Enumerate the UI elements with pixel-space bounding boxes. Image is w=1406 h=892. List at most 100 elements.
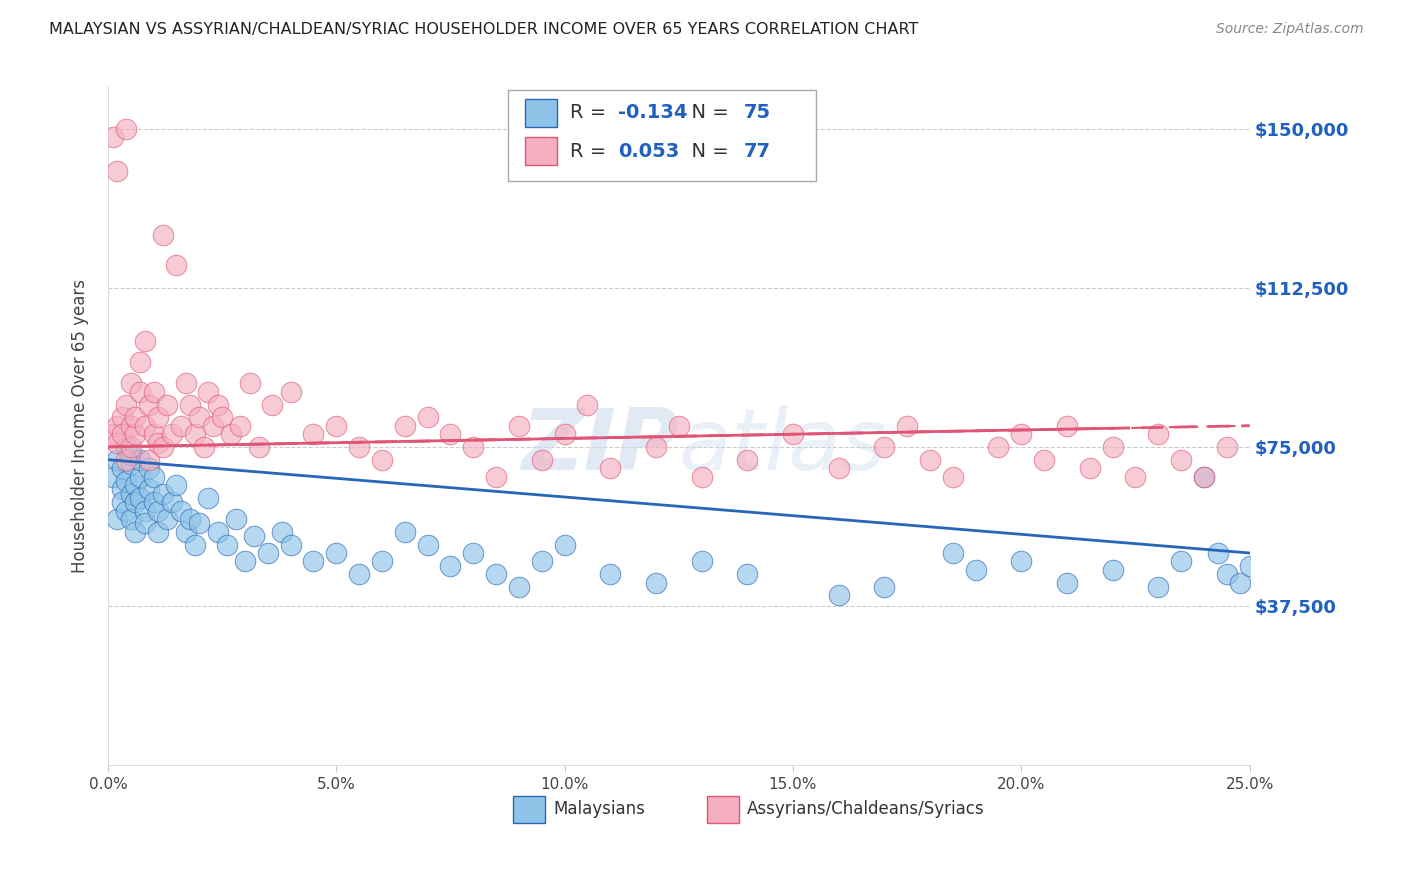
Point	[1010, 427, 1032, 442]
Point	[170, 503, 193, 517]
Point	[262, 397, 284, 411]
Point	[530, 452, 553, 467]
Point	[138, 452, 160, 467]
Point	[229, 418, 252, 433]
Point	[416, 537, 439, 551]
Point	[124, 410, 146, 425]
Point	[668, 418, 690, 433]
Point	[207, 397, 229, 411]
Point	[134, 334, 156, 348]
Point	[105, 164, 128, 178]
Point	[115, 503, 138, 517]
Y-axis label: Householder Income Over 65 years: Householder Income Over 65 years	[72, 278, 89, 573]
Point	[105, 452, 128, 467]
Point	[735, 452, 758, 467]
Text: 0.053: 0.053	[619, 142, 679, 161]
Point	[463, 546, 485, 560]
Point	[156, 397, 179, 411]
Point	[152, 227, 174, 242]
Point	[134, 516, 156, 531]
Text: MALAYSIAN VS ASSYRIAN/CHALDEAN/SYRIAC HOUSEHOLDER INCOME OVER 65 YEARS CORRELATI: MALAYSIAN VS ASSYRIAN/CHALDEAN/SYRIAC HO…	[49, 22, 918, 37]
Point	[105, 512, 128, 526]
Point	[1078, 461, 1101, 475]
Point	[148, 503, 170, 517]
Point	[129, 491, 152, 505]
Text: Source: ZipAtlas.com: Source: ZipAtlas.com	[1216, 22, 1364, 37]
Text: N =: N =	[679, 142, 735, 161]
Text: -0.134: -0.134	[619, 103, 688, 122]
Point	[827, 461, 849, 475]
Point	[463, 440, 485, 454]
Point	[120, 440, 142, 454]
Point	[142, 427, 165, 442]
Point	[873, 440, 896, 454]
Point	[394, 524, 416, 539]
Point	[645, 440, 668, 454]
Point	[152, 440, 174, 454]
Point	[599, 461, 621, 475]
Point	[202, 418, 225, 433]
Point	[215, 537, 238, 551]
Point	[1206, 546, 1229, 560]
Point	[184, 537, 207, 551]
Point	[115, 440, 138, 454]
Point	[554, 537, 576, 551]
Point	[325, 546, 347, 560]
FancyBboxPatch shape	[508, 90, 815, 181]
Point	[1101, 563, 1123, 577]
Point	[111, 410, 134, 425]
Point	[371, 452, 394, 467]
Point	[1056, 575, 1078, 590]
Point	[233, 554, 256, 568]
Text: R =: R =	[571, 103, 613, 122]
Point	[105, 418, 128, 433]
Point	[160, 495, 183, 509]
Point	[1056, 418, 1078, 433]
Point	[270, 524, 292, 539]
Point	[111, 461, 134, 475]
Point	[184, 427, 207, 442]
FancyBboxPatch shape	[707, 796, 740, 822]
Point	[554, 427, 576, 442]
Point	[129, 384, 152, 399]
Point	[1033, 452, 1056, 467]
Point	[1192, 469, 1215, 483]
Point	[166, 478, 188, 492]
Point	[1170, 452, 1192, 467]
Point	[148, 410, 170, 425]
Point	[690, 469, 713, 483]
Point	[530, 554, 553, 568]
Point	[508, 580, 530, 594]
Point	[120, 486, 142, 500]
Point	[115, 397, 138, 411]
Point	[243, 529, 266, 543]
Point	[105, 435, 128, 450]
Point	[207, 524, 229, 539]
Point	[129, 355, 152, 369]
Point	[148, 435, 170, 450]
Point	[156, 512, 179, 526]
Point	[576, 397, 599, 411]
Point	[120, 512, 142, 526]
Point	[179, 512, 201, 526]
FancyBboxPatch shape	[513, 796, 546, 822]
Point	[942, 546, 965, 560]
Point	[134, 418, 156, 433]
Point	[197, 384, 219, 399]
Point	[1010, 554, 1032, 568]
Point	[111, 483, 134, 497]
Point	[124, 478, 146, 492]
Point	[134, 503, 156, 517]
Text: N =: N =	[679, 103, 735, 122]
Point	[197, 491, 219, 505]
Point	[138, 397, 160, 411]
Point	[174, 524, 197, 539]
Point	[142, 384, 165, 399]
Point	[416, 410, 439, 425]
Point	[101, 130, 124, 145]
Point	[152, 486, 174, 500]
Point	[302, 554, 325, 568]
Point	[690, 554, 713, 568]
Point	[280, 384, 302, 399]
Point	[124, 427, 146, 442]
